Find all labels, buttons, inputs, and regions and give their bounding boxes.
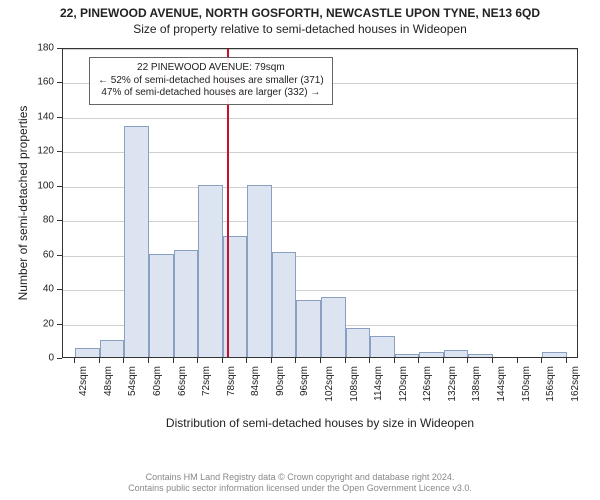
x-tick (74, 358, 75, 363)
gridline (63, 118, 577, 119)
x-tick-label: 84sqm (250, 366, 261, 416)
x-tick-label: 60sqm (152, 366, 163, 416)
annotation-line-2: ← 52% of semi-detached houses are smalle… (98, 75, 324, 88)
histogram-bar (75, 348, 100, 357)
x-tick (369, 358, 370, 363)
x-tick (197, 358, 198, 363)
x-tick (271, 358, 272, 363)
x-tick-label: 108sqm (349, 366, 360, 416)
x-tick (246, 358, 247, 363)
x-tick-label: 138sqm (471, 366, 482, 416)
histogram-bar (149, 254, 174, 357)
x-tick-label: 150sqm (521, 366, 532, 416)
x-tick (320, 358, 321, 363)
y-tick (57, 324, 62, 325)
histogram-bar (100, 340, 125, 357)
footer-attribution: Contains HM Land Registry data © Crown c… (0, 472, 600, 494)
histogram-bar (395, 354, 420, 357)
footer-line-2: Contains public sector information licen… (0, 483, 600, 494)
plot-area: 22 PINEWOOD AVENUE: 79sqm← 52% of semi-d… (62, 48, 578, 358)
y-tick (57, 117, 62, 118)
x-axis-label: Distribution of semi-detached houses by … (62, 416, 578, 430)
histogram-bar (124, 126, 149, 357)
histogram-bar (272, 252, 297, 357)
y-tick (57, 48, 62, 49)
histogram-bar (346, 328, 371, 357)
annotation-line-1: 22 PINEWOOD AVENUE: 79sqm (98, 62, 324, 75)
x-tick (123, 358, 124, 363)
x-tick-label: 66sqm (177, 366, 188, 416)
x-tick-label: 78sqm (226, 366, 237, 416)
footer-line-1: Contains HM Land Registry data © Crown c… (0, 472, 600, 483)
histogram-bar (542, 352, 567, 357)
gridline (63, 49, 577, 50)
x-tick-label: 144sqm (496, 366, 507, 416)
histogram-bar (321, 297, 346, 357)
x-tick (418, 358, 419, 363)
x-tick (148, 358, 149, 363)
histogram-bar (247, 185, 272, 357)
x-tick (295, 358, 296, 363)
histogram-bar (468, 354, 493, 357)
y-tick (57, 220, 62, 221)
x-tick (222, 358, 223, 363)
y-axis-label: Number of semi-detached properties (16, 48, 30, 358)
y-tick (57, 151, 62, 152)
x-tick-label: 48sqm (103, 366, 114, 416)
histogram-bar (296, 300, 321, 357)
y-tick (57, 358, 62, 359)
histogram-bar (370, 336, 395, 357)
annotation-box: 22 PINEWOOD AVENUE: 79sqm← 52% of semi-d… (89, 57, 333, 105)
x-tick (99, 358, 100, 363)
x-tick (173, 358, 174, 363)
x-tick-label: 156sqm (545, 366, 556, 416)
annotation-line-3: 47% of semi-detached houses are larger (… (98, 87, 324, 100)
histogram-bar (419, 352, 444, 357)
y-tick (57, 289, 62, 290)
x-tick (443, 358, 444, 363)
x-tick-label: 126sqm (422, 366, 433, 416)
x-tick (467, 358, 468, 363)
x-tick-label: 162sqm (570, 366, 581, 416)
y-tick (57, 82, 62, 83)
x-tick (345, 358, 346, 363)
x-tick-label: 90sqm (275, 366, 286, 416)
x-tick-label: 114sqm (373, 366, 384, 416)
x-tick-label: 72sqm (201, 366, 212, 416)
x-tick-label: 54sqm (127, 366, 138, 416)
y-tick (57, 255, 62, 256)
x-tick-label: 96sqm (299, 366, 310, 416)
x-tick-label: 42sqm (78, 366, 89, 416)
y-tick (57, 186, 62, 187)
histogram-bar (444, 350, 469, 357)
x-tick-label: 102sqm (324, 366, 335, 416)
chart-container: 22 PINEWOOD AVENUE: 79sqm← 52% of semi-d… (0, 0, 600, 500)
histogram-bar (198, 185, 223, 357)
x-tick (492, 358, 493, 363)
x-tick (394, 358, 395, 363)
x-tick (566, 358, 567, 363)
x-tick (517, 358, 518, 363)
x-tick (541, 358, 542, 363)
x-tick-label: 120sqm (398, 366, 409, 416)
x-tick-label: 132sqm (447, 366, 458, 416)
histogram-bar (174, 250, 199, 357)
